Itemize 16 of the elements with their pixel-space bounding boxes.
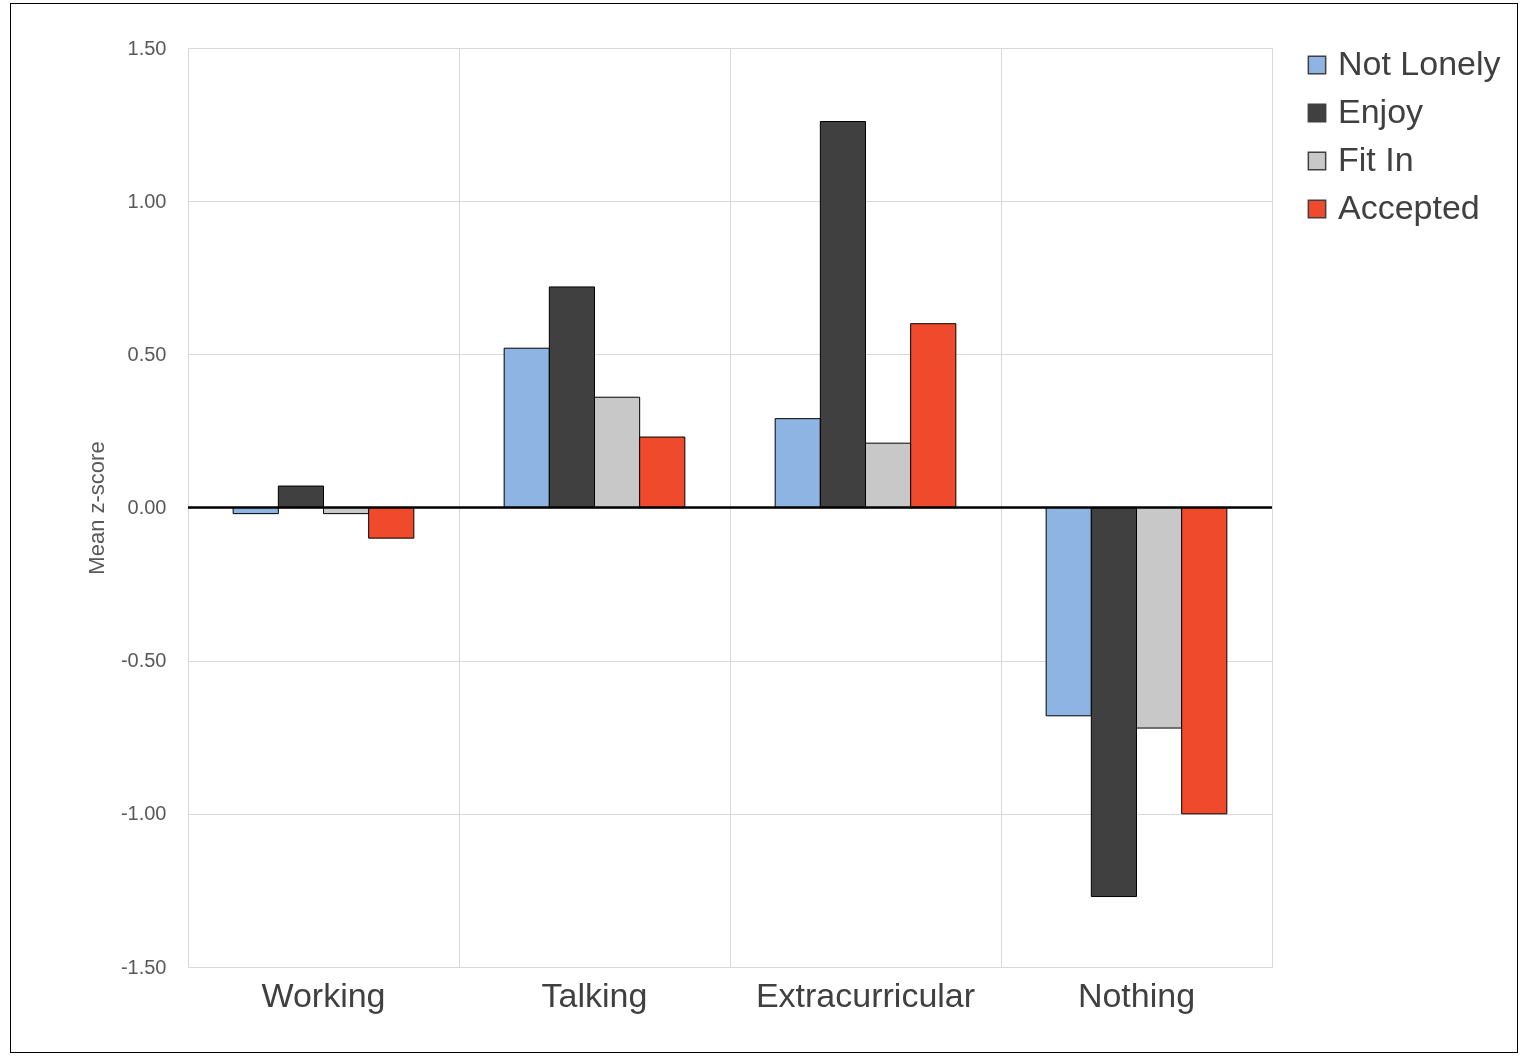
y-axis-title: Mean z-score bbox=[83, 441, 109, 575]
legend-label: Fit In bbox=[1338, 140, 1414, 178]
x-tick-label: Talking bbox=[541, 975, 648, 1014]
y-tick-label: 0.50 bbox=[127, 342, 167, 365]
x-tick-label: Nothing bbox=[1077, 975, 1196, 1014]
x-tick-label: Working bbox=[261, 975, 386, 1014]
y-tick-label: -1.00 bbox=[120, 802, 167, 825]
y-tick-label: -1.50 bbox=[120, 955, 167, 978]
y-tick-label: 0.00 bbox=[127, 496, 167, 518]
y-tick-label: 1.50 bbox=[127, 36, 167, 59]
y-tick-label: -0.50 bbox=[120, 649, 167, 672]
y-tick-label: 1.00 bbox=[127, 189, 167, 212]
legend-label: Enjoy bbox=[1338, 92, 1424, 130]
legend-label: Accepted bbox=[1338, 188, 1480, 226]
x-tick-label: Extracurricular bbox=[755, 975, 976, 1014]
legend-label: Not Lonely bbox=[1338, 44, 1501, 82]
